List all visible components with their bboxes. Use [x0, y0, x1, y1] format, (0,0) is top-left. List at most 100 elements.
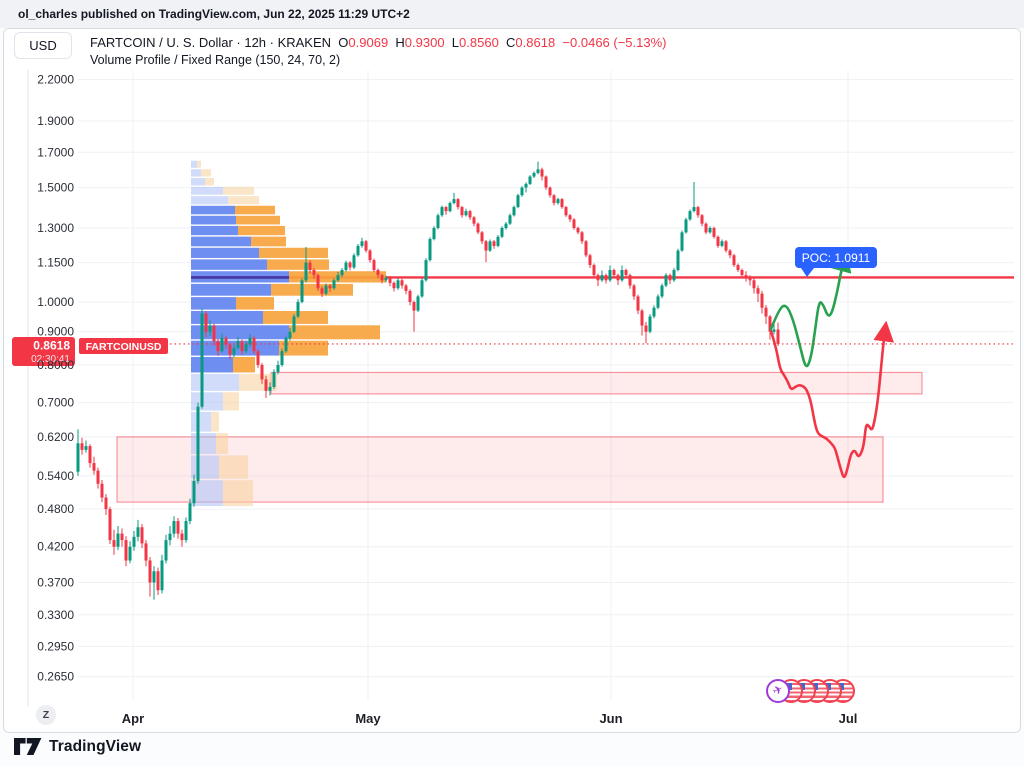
candle	[316, 273, 320, 291]
candle	[76, 429, 80, 476]
open-value: 0.9069	[348, 35, 389, 50]
candle-body	[396, 280, 400, 289]
candle-body	[496, 236, 500, 246]
candle-body	[696, 207, 700, 216]
candle-body	[336, 275, 340, 281]
candle-body	[548, 187, 552, 196]
candle-body	[220, 338, 224, 352]
candle-body	[764, 307, 768, 317]
candle-body	[620, 270, 624, 281]
candle-body	[424, 260, 428, 281]
candle-body	[260, 364, 264, 380]
candle	[344, 260, 348, 272]
candle-body	[636, 296, 640, 311]
candle	[664, 273, 668, 288]
candle	[84, 440, 88, 453]
candle	[92, 456, 96, 475]
candle	[432, 226, 436, 241]
price-scale[interactable]: 2.2000 1.9000 1.7000 1.5000 1.3000 1.1500 1.00…	[37, 73, 74, 684]
candle-body	[196, 406, 200, 482]
timezone-badge[interactable]: Z	[36, 705, 56, 725]
candle	[728, 249, 732, 259]
candle	[212, 323, 216, 346]
price-tick-label: 0.4200	[37, 540, 74, 554]
candle	[680, 230, 684, 252]
candle-body	[428, 239, 432, 261]
price-tick-label: 0.5400	[37, 469, 74, 483]
tradingview-brand-link[interactable]: TradingView	[14, 737, 141, 756]
poc-tooltip-pointer	[801, 268, 814, 277]
candle-body	[584, 241, 588, 256]
candle-body	[484, 241, 488, 251]
price-tick-label: 1.7000	[37, 145, 74, 159]
low-value: 0.8560	[459, 35, 499, 50]
change-value: −0.0466 (−5.13%)	[562, 35, 667, 50]
support-zone[interactable]	[270, 371, 923, 395]
candle	[368, 249, 372, 263]
candle-body	[556, 199, 560, 204]
bearish-projection-curve[interactable]	[769, 320, 895, 479]
candle	[364, 239, 368, 253]
symbol-title: FARTCOIN / U. S. Dollar · 12h · KRAKEN	[90, 35, 332, 50]
candle	[252, 336, 256, 354]
candle-body	[412, 302, 416, 311]
candle-body	[420, 280, 424, 297]
candle	[168, 526, 172, 546]
candle	[264, 375, 268, 398]
vp-row-down-volume	[236, 215, 280, 225]
candle-body	[592, 265, 596, 276]
candle	[692, 182, 696, 213]
indicator-legend: Volume Profile / Fixed Range (150, 24, 7…	[90, 53, 341, 67]
candle-body	[224, 338, 228, 345]
candle	[408, 289, 412, 306]
candle	[116, 526, 120, 551]
vp-row-up-volume	[191, 225, 238, 236]
candle-body	[288, 331, 292, 339]
candle	[628, 273, 632, 289]
candle	[672, 268, 676, 282]
time-scale[interactable]: Apr May Jun Jul	[122, 711, 858, 726]
candle-body	[92, 463, 96, 471]
candle	[196, 402, 200, 484]
candle-body	[140, 527, 144, 544]
poc-tooltip-box	[795, 247, 877, 268]
vp-row-up-volume	[191, 196, 228, 205]
vp-row-up-volume	[191, 247, 259, 258]
candle-body	[768, 316, 772, 332]
candle-body	[264, 379, 268, 391]
candle	[508, 213, 512, 225]
bullish-projection-curve[interactable]	[769, 250, 852, 368]
candle	[588, 253, 592, 269]
candle	[472, 216, 476, 227]
candle-body	[760, 293, 764, 308]
candle	[676, 248, 680, 272]
candle	[576, 226, 580, 235]
candle	[756, 285, 760, 302]
candle	[176, 518, 180, 539]
price-chart-canvas[interactable]: POC: 1.0911FARTCOINUSD0.861802:30:412.20…	[3, 28, 1021, 733]
candle	[584, 239, 588, 258]
price-tick-label: 0.6200	[37, 430, 74, 444]
candle-body	[492, 241, 496, 246]
candle	[136, 519, 140, 542]
price-tick-label: 0.4800	[37, 502, 74, 516]
vp-row-down-volume	[228, 196, 259, 205]
candle-body	[80, 443, 84, 450]
candle	[244, 340, 248, 354]
candle-body	[152, 571, 156, 583]
candle-body	[136, 527, 140, 537]
candle-body	[232, 347, 236, 355]
candle	[776, 322, 780, 346]
candle-body	[176, 521, 180, 534]
time-tick-label: Jun	[599, 711, 622, 726]
candle-body	[204, 313, 208, 332]
price-tick-label: 0.8000	[37, 358, 74, 372]
candle-body	[192, 481, 196, 504]
candle-body	[308, 262, 312, 271]
candle	[360, 237, 364, 248]
candle	[444, 205, 448, 215]
currency-toggle-button[interactable]: USD	[14, 32, 72, 59]
close-value: 0.8618	[515, 35, 556, 50]
candle-body	[712, 227, 716, 237]
candle	[204, 311, 208, 338]
